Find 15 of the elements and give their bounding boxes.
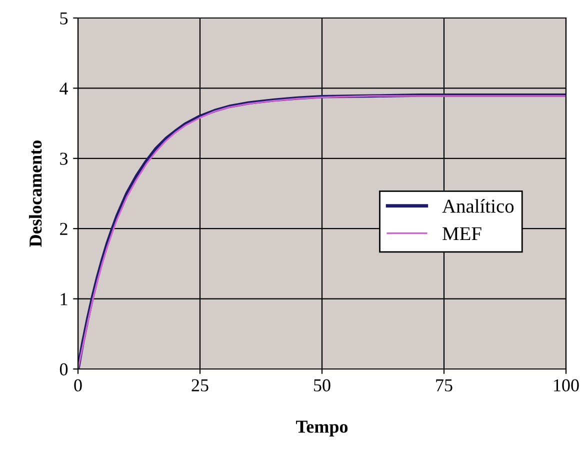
y-tick-label: 2: [60, 222, 68, 235]
y-tick-label: 5: [60, 12, 68, 24]
x-tick-label: 25: [192, 379, 208, 392]
y-axis-title: Deslocamento: [28, 140, 42, 247]
legend-label: MEF: [442, 227, 482, 240]
y-tick-label: 3: [60, 152, 68, 165]
x-tick-label: 100: [554, 379, 579, 392]
legend-label: Analítico: [442, 199, 514, 213]
x-tick-label: 75: [436, 379, 452, 392]
y-tick-label: 0: [60, 363, 68, 376]
x-tick-label: 0: [74, 379, 82, 392]
x-tick-label: 50: [314, 379, 330, 392]
x-axis-title: Tempo: [296, 420, 348, 436]
y-tick-label: 1: [60, 293, 68, 306]
y-tick-label: 4: [60, 82, 68, 94]
